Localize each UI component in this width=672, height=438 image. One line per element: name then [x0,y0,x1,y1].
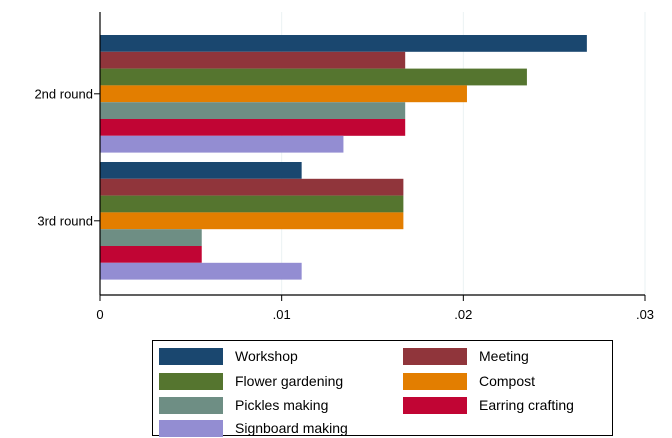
legend-swatch [159,419,223,437]
legend-label: Flower gardening [235,373,344,389]
bar-pickles-making-2nd [100,102,406,119]
bars [100,35,587,280]
legend-item: Meeting [403,346,529,366]
bar-workshop-2nd [100,35,587,52]
legend-item: Earring crafting [403,395,574,415]
axes: 2nd round 3rd round 0 .01 .02 .03 [34,12,654,322]
bar-earring-crafting-2nd [100,119,406,136]
bar-earring-crafting-3nd [100,246,202,263]
legend-label: Signboard making [235,420,348,436]
bar-pickles-making-3nd [100,229,202,246]
x-tick-label: .02 [454,307,472,322]
bar-signboard-making-3nd [100,262,302,280]
bar-signboard-making-2nd [100,135,344,153]
legend: Workshop Meeting Flower gardening Compost Pi… [152,340,613,438]
legend-label: Meeting [479,348,529,364]
legend-label: Workshop [235,348,298,364]
legend-label: Pickles making [235,397,329,413]
bar-chart: 2nd round 3rd round 0 .01 .02 .03 [34,12,654,322]
legend-item: Compost [403,371,535,391]
bar-compost-2nd [100,85,467,103]
x-tick-label: .03 [636,307,654,322]
legend-swatch [403,347,467,365]
legend-item: Pickles making [159,395,328,415]
category-label: 2nd round [34,86,93,101]
category-label: 3rd round [37,213,93,228]
legend-swatch [159,396,223,414]
legend-swatch [159,372,223,390]
legend-swatch [403,396,467,414]
x-tick-label: 0 [96,307,103,322]
legend-swatch [403,372,467,390]
legend-item: Signboard making [159,418,348,438]
bar-flower-gardening-2nd [100,68,527,86]
bar-meeting-3nd [100,178,404,196]
bar-meeting-2nd [100,51,406,69]
legend-item: Flower gardening [159,371,343,391]
bar-workshop-3nd [100,162,302,179]
legend-swatch [159,347,223,365]
legend-item: Workshop [159,346,298,366]
x-tick-label: .01 [273,307,291,322]
legend-label: Earring crafting [479,397,574,413]
legend-label: Compost [479,373,536,389]
bar-flower-gardening-3nd [100,195,404,213]
bar-compost-3nd [100,212,404,230]
